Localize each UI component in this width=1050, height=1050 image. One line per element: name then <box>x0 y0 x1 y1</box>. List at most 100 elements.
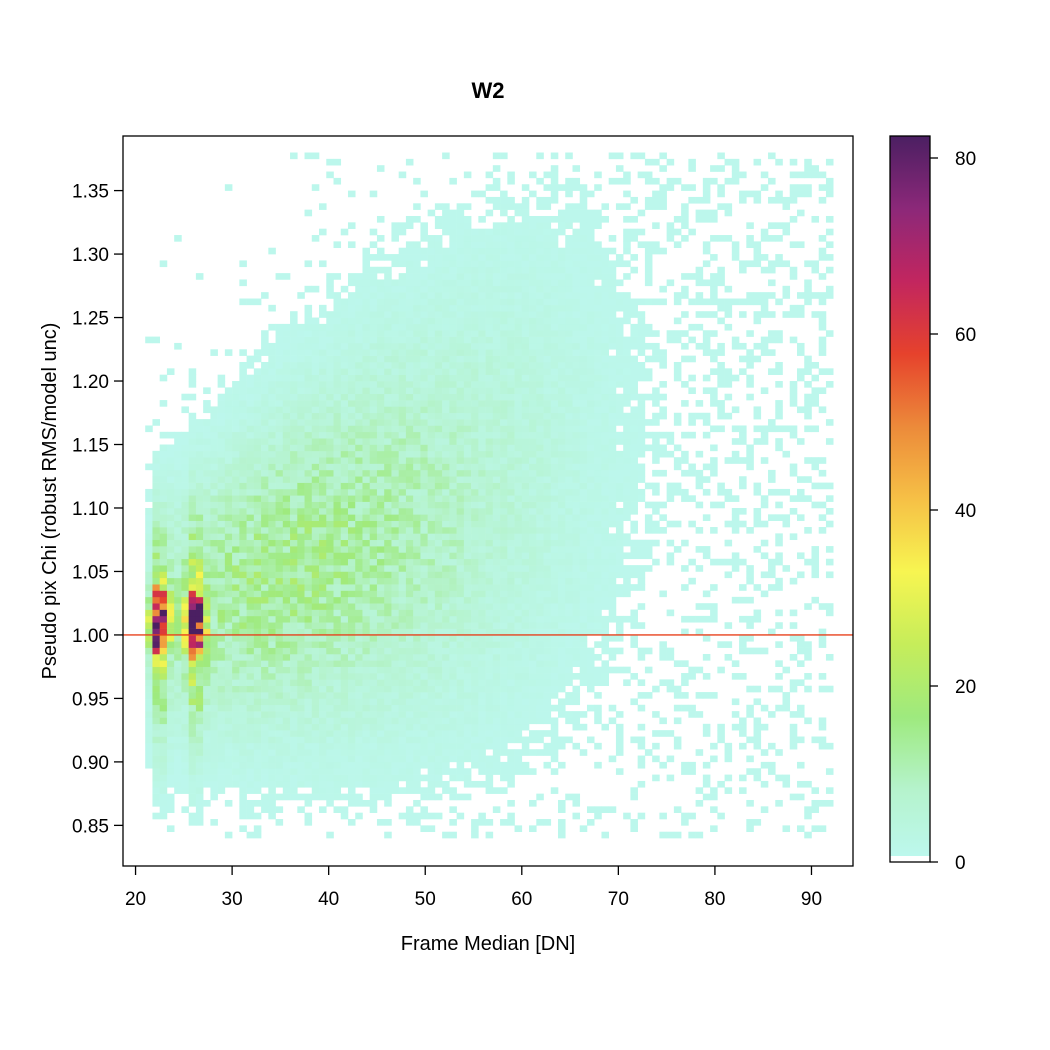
heatmap-cell <box>579 368 588 375</box>
heatmap-cell <box>268 609 276 617</box>
heatmap-cell <box>355 698 363 706</box>
heatmap-cell <box>398 355 407 363</box>
heatmap-cell <box>558 615 566 623</box>
heatmap-cell <box>456 222 465 229</box>
heatmap-cell <box>188 761 197 769</box>
heatmap-cell <box>492 330 501 337</box>
heatmap-cell <box>297 558 305 566</box>
heatmap-cell <box>188 622 197 629</box>
heatmap-cell <box>376 419 385 426</box>
heatmap-cell <box>391 457 399 464</box>
heatmap-cell <box>507 565 515 572</box>
heatmap-cell <box>413 603 421 610</box>
heatmap-cell <box>529 228 537 236</box>
heatmap-cell <box>195 787 204 794</box>
heatmap-cell <box>188 685 197 693</box>
heatmap-cell <box>282 273 291 280</box>
heatmap-cell <box>391 501 399 509</box>
heatmap-cell <box>427 381 436 388</box>
heatmap-cell <box>463 228 472 236</box>
heatmap-cell <box>420 495 428 502</box>
heatmap-cell <box>290 679 298 687</box>
heatmap-cell <box>217 482 226 490</box>
heatmap-cell <box>311 285 320 293</box>
heatmap-cell <box>500 292 508 299</box>
heatmap-cell <box>347 628 356 636</box>
heatmap-cell <box>514 374 523 382</box>
heatmap-cell <box>565 558 573 566</box>
heatmap-cell <box>369 546 378 553</box>
heatmap-cell <box>347 279 356 287</box>
heatmap-cell <box>391 641 399 648</box>
heatmap-cell <box>572 285 581 293</box>
heatmap-cell <box>376 660 385 667</box>
heatmap-cell <box>369 266 378 274</box>
heatmap-cell <box>188 577 197 585</box>
heatmap-cell <box>485 584 494 591</box>
heatmap-cell <box>297 755 305 763</box>
heatmap-cell <box>362 590 371 598</box>
heatmap-cell <box>188 787 197 794</box>
heatmap-cell <box>485 685 494 693</box>
heatmap-cell <box>188 717 197 725</box>
heatmap-cell <box>311 393 320 401</box>
heatmap-cell <box>492 761 501 769</box>
heatmap-cell <box>442 444 450 452</box>
heatmap-cell <box>500 393 508 401</box>
heatmap-cell <box>369 577 378 585</box>
heatmap-cell <box>550 419 559 426</box>
heatmap-cell <box>558 647 566 655</box>
heatmap-cell <box>391 298 399 306</box>
heatmap-cell <box>536 533 544 541</box>
heatmap-cell <box>319 780 327 788</box>
heatmap-cell <box>579 317 588 325</box>
heatmap-cell <box>579 590 588 598</box>
heatmap-cell <box>304 653 313 661</box>
heatmap-cell <box>326 444 334 452</box>
heatmap-cell <box>181 736 189 744</box>
heatmap-cell <box>159 780 168 788</box>
heatmap-cell <box>304 260 313 268</box>
heatmap-cell <box>514 387 523 395</box>
heatmap-cell <box>297 698 305 706</box>
heatmap-cell <box>500 717 508 725</box>
heatmap-cell <box>449 546 457 553</box>
heatmap-cell <box>442 400 450 407</box>
heatmap-cell <box>152 609 160 617</box>
heatmap-cell <box>304 285 313 293</box>
heatmap-cell <box>471 692 479 699</box>
heatmap-cell <box>304 749 313 756</box>
heatmap-cell <box>246 806 255 813</box>
heatmap-cell <box>340 285 349 293</box>
heatmap-cell <box>369 780 378 788</box>
heatmap-cell <box>565 679 573 687</box>
heatmap-cell <box>319 609 327 617</box>
heatmap-cell <box>145 742 153 750</box>
heatmap-cell <box>232 615 240 623</box>
heatmap-cell <box>326 330 334 337</box>
heatmap-cell <box>232 596 240 604</box>
heatmap-cell <box>384 692 392 699</box>
heatmap-cell <box>398 698 407 706</box>
heatmap-cell <box>217 400 226 407</box>
heatmap-cell <box>492 641 501 648</box>
heatmap-cell <box>362 304 371 312</box>
heatmap-cell <box>304 546 313 553</box>
heatmap-cell <box>217 711 226 718</box>
heatmap-cell <box>232 476 240 483</box>
heatmap-cell <box>369 476 378 483</box>
heatmap-cell <box>362 342 371 350</box>
heatmap-cell <box>434 749 443 756</box>
heatmap-cell <box>340 546 349 553</box>
heatmap-cell <box>311 571 320 579</box>
heatmap-cell <box>369 488 378 496</box>
heatmap-cell <box>579 711 588 718</box>
heatmap-cell <box>586 704 595 712</box>
heatmap-cell <box>492 742 501 750</box>
heatmap-cell <box>463 634 472 642</box>
heatmap-cell <box>203 692 211 699</box>
heatmap-cell <box>442 292 450 299</box>
heatmap-cell <box>405 628 414 636</box>
heatmap-cell <box>543 247 552 255</box>
heatmap-cell <box>434 266 443 274</box>
